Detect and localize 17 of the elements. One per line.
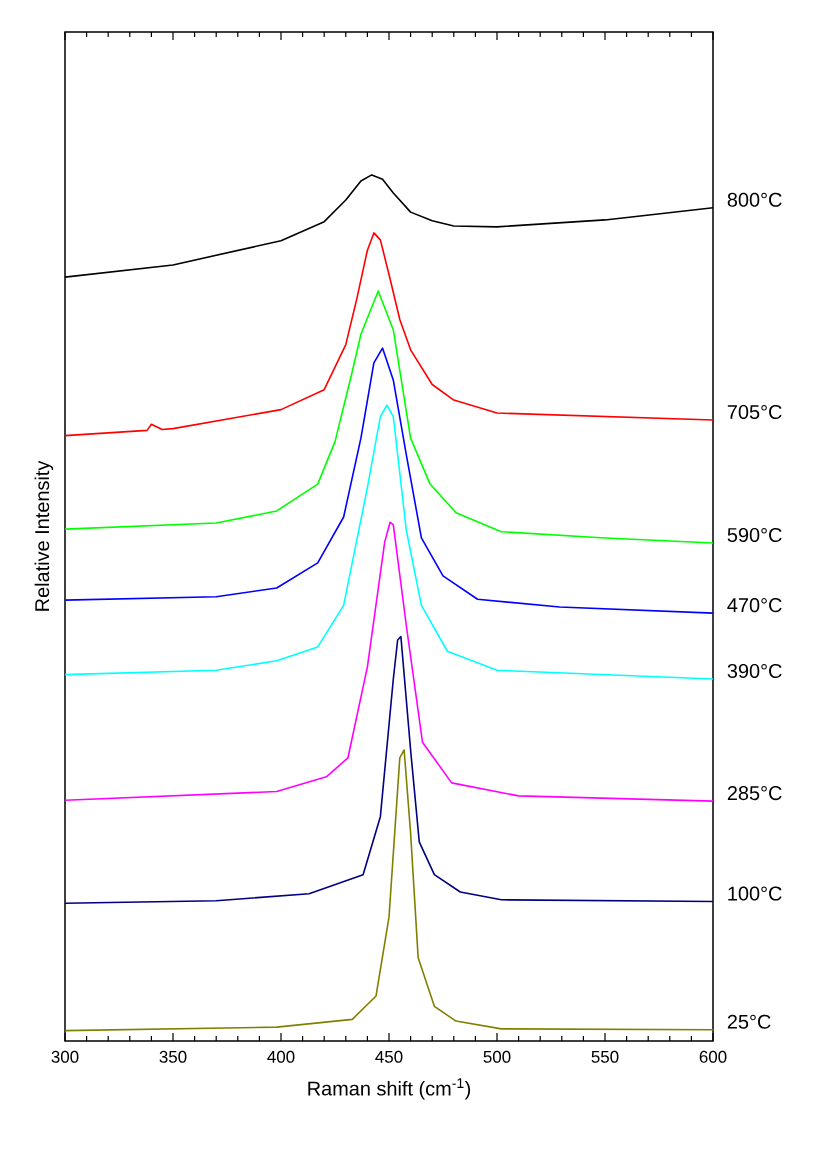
x-tick-label: 400 [267,1050,295,1063]
x-tick-label: 600 [699,1050,727,1063]
series-label: 590°C [727,527,782,543]
x-tick-label: 550 [591,1050,619,1063]
x-tick-label: 350 [159,1050,187,1063]
y-axis-title: Relative Intensity [34,460,54,611]
series-label: 25°C [727,1014,771,1029]
series-label: 285°C [727,786,782,801]
series-label: 100°C [728,886,782,901]
x-tick-label: 300 [51,1050,79,1063]
series-label: 705°C [727,404,782,420]
x-tick-label: 450 [375,1050,403,1063]
x-axis-title: Raman shift (cm$^{-1}$) [308,1078,471,1100]
series-label: 800°C [727,192,782,207]
series-label: 470°C [727,598,782,613]
x-tick-label: 500 [483,1050,511,1063]
series-label: 390°C [727,663,782,679]
